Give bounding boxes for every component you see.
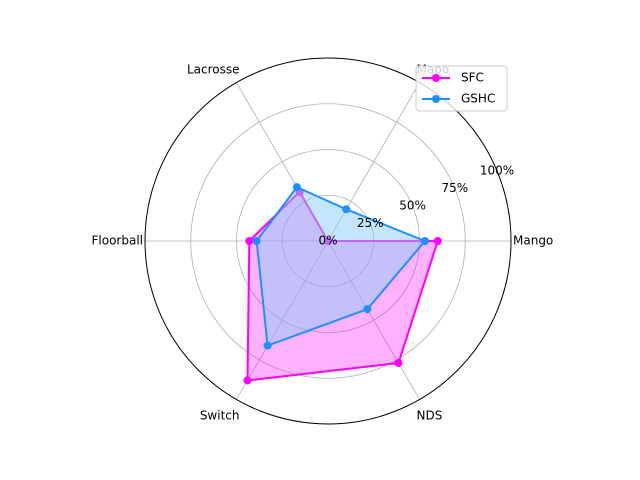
- category-label-0: Mango: [513, 234, 553, 248]
- series-1-area: [256, 187, 425, 346]
- category-label-4: Switch: [200, 409, 240, 423]
- category-label-2: Lacrosse: [187, 62, 240, 76]
- category-label-3: Floorball: [92, 234, 144, 248]
- series-0-point-3: [245, 237, 254, 245]
- legend: SFC GSHC: [415, 65, 508, 112]
- radial-tick-labels: 0% 25% 50% 75% 100%: [318, 163, 514, 247]
- rtick-label-0: 0%: [318, 234, 337, 248]
- rtick-label-3: 75%: [441, 181, 468, 195]
- rtick-label-1: 25%: [357, 216, 384, 230]
- legend-label-1: GSHC: [461, 92, 495, 106]
- category-label-5: NDS: [417, 409, 443, 423]
- series-1-point-1: [342, 205, 351, 214]
- legend-label-0: SFC: [461, 71, 484, 85]
- series-layer: [243, 183, 442, 385]
- legend-marker-0: [432, 74, 440, 82]
- series-0-point-0: [433, 237, 442, 245]
- series-1-point-2: [292, 183, 301, 192]
- series-1-point-5: [363, 305, 372, 314]
- legend-marker-1: [432, 95, 440, 103]
- series-1-point-3: [252, 237, 261, 245]
- series-0-point-4: [243, 376, 252, 385]
- series-1-point-0: [420, 237, 429, 245]
- rtick-label-4: 100%: [480, 163, 514, 177]
- outer-frame: [144, 57, 512, 425]
- rtick-label-2: 50%: [399, 198, 426, 212]
- series-0-point-5: [394, 359, 403, 368]
- series-1-point-4: [263, 341, 272, 350]
